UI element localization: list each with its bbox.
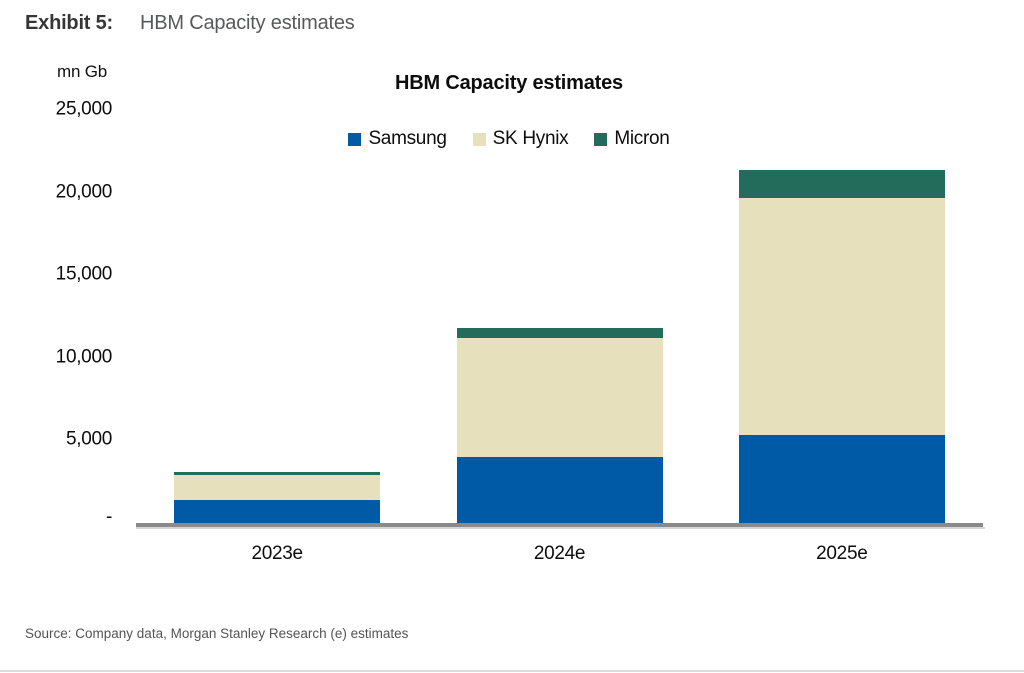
exhibit-header: Exhibit 5: HBM Capacity estimates <box>25 12 355 35</box>
source-note: Source: Company data, Morgan Stanley Res… <box>25 626 409 641</box>
bottom-divider <box>0 670 1024 672</box>
bar-segment-sk-hynix-2024e <box>456 337 663 457</box>
x-label-2025e: 2025e <box>816 543 868 564</box>
legend-label-micron: Micron <box>614 128 670 149</box>
legend-item-samsung: Samsung <box>348 128 447 150</box>
y-tick-20000: 20,000 <box>55 181 113 203</box>
legend-item-sk-hynix: SK Hynix <box>472 128 569 150</box>
exhibit-title: HBM Capacity estimates <box>140 12 355 34</box>
bar-segment-sk-hynix-2025e <box>738 198 945 436</box>
exhibit-label: Exhibit 5: <box>25 12 114 34</box>
y-tick-15000: 15,000 <box>55 263 113 285</box>
bar-segment-samsung-2024e <box>456 456 663 523</box>
bar-segment-samsung-2023e <box>174 499 381 523</box>
y-tick-0: - <box>105 506 112 528</box>
bar-2024e <box>456 328 663 523</box>
bar-segment-sk-hynix-2023e <box>174 475 381 500</box>
plot-area <box>136 110 983 523</box>
x-axis-line-shadow <box>136 527 985 529</box>
legend-swatch-sk-hynix <box>472 132 486 146</box>
bar-segment-samsung-2025e <box>738 435 945 523</box>
y-tick-5000: 5,000 <box>65 428 112 450</box>
y-axis-unit-label: mn Gb <box>56 62 108 81</box>
legend-item-micron: Micron <box>594 128 670 150</box>
legend-swatch-micron <box>594 132 608 146</box>
bar-segment-micron-2024e <box>456 328 663 338</box>
y-tick-10000: 10,000 <box>55 346 113 368</box>
legend-swatch-samsung <box>348 132 362 146</box>
x-label-2023e: 2023e <box>251 543 303 564</box>
legend-label-samsung: Samsung <box>368 128 447 149</box>
chart-title: HBM Capacity estimates <box>395 72 623 94</box>
x-axis-labels: 2023e 2024e 2025e <box>136 543 983 567</box>
bar-segment-micron-2025e <box>738 169 945 199</box>
y-axis-tick-labels: 25,000 20,000 15,000 10,000 5,000 - <box>0 0 113 673</box>
chart-legend: Samsung SK Hynix Micron <box>139 128 879 150</box>
x-label-2024e: 2024e <box>533 543 586 564</box>
bar-2025e <box>738 169 945 523</box>
y-tick-25000: 25,000 <box>55 98 113 120</box>
legend-label-sk-hynix: SK Hynix <box>492 128 569 149</box>
x-axis-line <box>136 523 983 527</box>
bar-segment-micron-2023e <box>174 471 381 476</box>
bar-2023e <box>174 471 381 523</box>
